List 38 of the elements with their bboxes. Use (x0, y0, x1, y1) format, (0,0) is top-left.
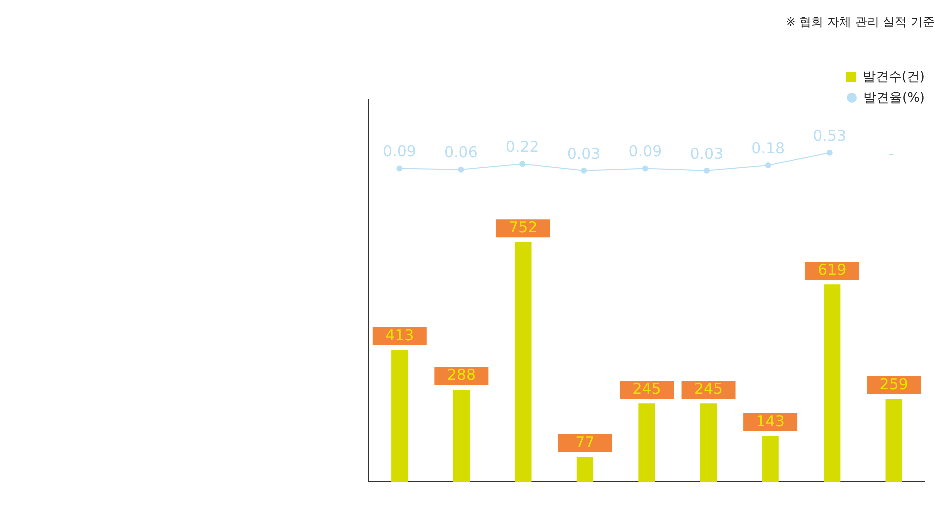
point (581, 168, 588, 174)
bar (886, 399, 902, 482)
data-label: 0.03 (690, 144, 724, 163)
data-label: 0.53 (813, 126, 847, 145)
bar (515, 242, 532, 482)
bar (453, 390, 470, 482)
data-label: 0.09 (383, 142, 416, 161)
data-label: 0.22 (506, 138, 540, 156)
point (704, 168, 710, 174)
bar (638, 404, 656, 482)
bar (824, 284, 841, 482)
point (396, 166, 403, 172)
data-label: 77 (576, 433, 595, 452)
data-label: 0.18 (752, 139, 786, 158)
bar (392, 350, 408, 482)
data-label: 0.06 (444, 144, 478, 162)
point (826, 150, 833, 156)
text: ※ 협회 자체 관리 실적 기준 (786, 14, 935, 31)
data-label: 752 (509, 218, 538, 237)
point (642, 166, 648, 172)
legend-label: 발견수(건) (862, 68, 925, 86)
data-label: 143 (756, 412, 785, 430)
point (458, 166, 464, 173)
data-label: 288 (447, 366, 476, 384)
data-label: 0.03 (567, 144, 601, 163)
point (765, 162, 772, 169)
data-label: 413 (386, 326, 414, 344)
data-label: 0.09 (628, 142, 662, 161)
data-label: 619 (818, 260, 847, 279)
data-label: 245 (694, 380, 724, 398)
bar (576, 457, 594, 482)
text: - (888, 144, 894, 163)
data-label: 259 (880, 375, 908, 394)
point (520, 161, 526, 168)
data-label: 245 (632, 380, 662, 398)
legend-label: 발견율(%) (864, 90, 925, 106)
bar (762, 436, 779, 482)
bar (700, 404, 718, 482)
